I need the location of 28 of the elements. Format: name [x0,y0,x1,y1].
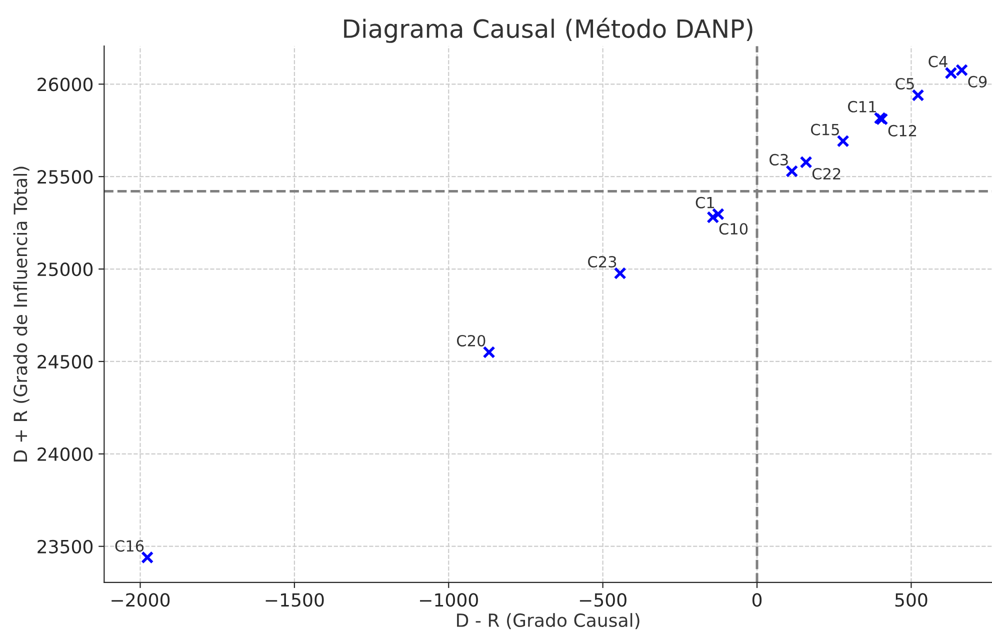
y-tick-label: 26000 [38,78,93,92]
y-tick-label: 25000 [38,262,93,276]
annotation: C16 [115,540,144,552]
y-tick-label: 23500 [38,540,93,554]
annotation: C20 [456,334,486,346]
y-tick-label: 24000 [38,447,93,462]
x-axis-title: D - R (Grado Causal) [457,613,640,630]
chart-title: Diagrama Causal (Método DANP) [344,18,752,43]
annotation: C22 [812,168,840,180]
annotation: C11 [848,100,876,112]
x-tick-label: −1500 [266,593,324,607]
x-tick-label: 0 [752,593,762,607]
x-tick-label: −2000 [112,593,170,607]
annotation: C4 [928,56,948,68]
annotation: C1 [696,196,714,208]
annotation: C10 [719,223,748,235]
annotation: C23 [588,256,616,268]
annotation: C15 [811,124,839,136]
annotation: C5 [896,78,914,90]
x-tick-label: −1000 [420,593,478,607]
annotation: C12 [888,124,916,136]
y-axis-title: D + R (Grado de Influencia Total) [13,166,30,462]
y-tick-label: 25500 [38,170,93,184]
annotation: C9 [968,76,987,88]
x-tick-label: 500 [895,593,928,607]
y-tick-label: 24500 [38,354,93,369]
annotation: C3 [770,154,788,166]
x-tick-label: −500 [580,593,626,607]
